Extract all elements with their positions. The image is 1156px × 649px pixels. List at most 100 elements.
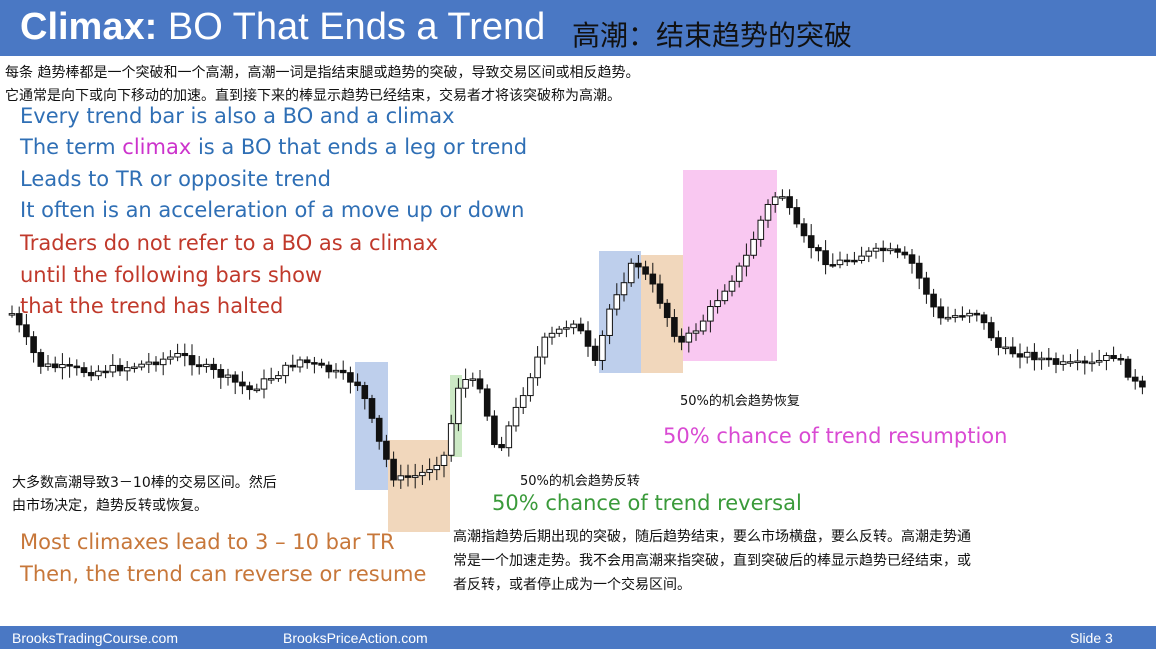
candle-body [440,454,448,466]
candle-body [843,259,851,263]
highlight-orange-2 [641,255,683,373]
candle-body [289,364,297,368]
candle-body [591,345,599,361]
candle-body [109,364,117,373]
tr-en-line-2: Then, the trend can reverse or resume [20,562,427,586]
reversal-cn: 50%的机会趋势反转 [520,474,640,489]
bullet-2-pre: The term [20,135,123,159]
footer-mid-link[interactable]: BrooksPriceAction.com [283,630,428,646]
candle-body [267,378,275,381]
candle-body [66,364,73,367]
candle-body [23,324,30,338]
candle-body [1038,357,1045,361]
candle-body [339,369,347,374]
tr-en-line-1: Most climaxes lead to 3 – 10 bar TR [20,530,395,554]
candle-body [1081,360,1089,364]
candle-body [649,273,657,285]
candle-body [1088,361,1096,365]
candle-body [692,330,700,334]
candle-body [138,363,145,368]
candle-body [1124,358,1132,378]
candle-body [987,322,995,339]
bullet-2-post: is a BO that ends a leg or trend [191,135,528,159]
candle-body [1031,351,1038,361]
candle-body [37,352,45,367]
candle-body [87,372,95,377]
candle-body [584,330,592,347]
candle-body [714,300,721,308]
candle-body [807,235,815,249]
candle-body [73,365,81,369]
candle-body [915,262,923,279]
candle-body [433,464,441,471]
slide-number: Slide 3 [1070,630,1113,646]
candle-body [1074,360,1081,364]
candle-body [570,323,577,329]
candle-body [663,302,671,319]
candle-body [1045,357,1053,361]
candle-body [656,283,664,304]
candle-body [102,370,109,374]
candle-body [8,313,16,316]
candle-body [577,323,585,332]
candle-body [181,352,189,357]
candle-body [620,282,628,296]
candle-body [937,306,945,319]
candle-body [1110,355,1117,360]
bullet-5: Traders do not refer to a BO as a climax [20,231,438,255]
candle-body [397,475,405,481]
candle-body [1131,376,1139,382]
bullet-1: Every trend bar is also a BO and a clima… [20,104,455,128]
candle-body [944,316,952,320]
candle-body [829,264,837,267]
candle-body [404,475,412,478]
candle-body [318,362,325,366]
candle-body [282,364,289,377]
candle-body [116,364,124,372]
candle-body [541,336,549,358]
candle-body [159,358,167,366]
candle-body [707,306,714,322]
candle-body [836,259,844,266]
candle-body [224,374,232,378]
candle-body [1067,361,1074,364]
candle-body [131,366,138,370]
candle-body [167,356,174,360]
candle-body [678,335,685,343]
candle-body [923,277,930,295]
candle-body [555,328,563,334]
candle-body [95,370,102,377]
candle-body [822,250,829,266]
candle-body [203,363,210,368]
footer-left-link[interactable]: BrooksTradingCourse.com [12,630,178,646]
candle-body [951,315,959,318]
resumption-cn: 50%的机会趋势恢复 [680,394,800,409]
candle-body [865,250,873,257]
candle-body [534,356,541,379]
candle-body [469,378,477,381]
candle-body [253,388,261,392]
candle-body [195,364,203,368]
candle-body [1103,355,1110,361]
bullet-3: Leads to TR or opposite trend [20,167,332,191]
tr-cn-line-1: 大多数高潮导致3－10棒的交易区间。然后 [12,475,277,491]
title-bold: Climax: [20,6,158,48]
candle-body [699,320,707,332]
candle-body [959,315,966,318]
candle-body [851,259,858,263]
candle-body [426,469,433,473]
candle-body [462,379,469,389]
candle-body [1016,353,1024,358]
candle-body [15,313,23,326]
candle-body [887,248,894,252]
candle-body [973,312,981,316]
candle-body [930,293,937,308]
highlight-pink-1 [683,170,777,361]
candle-body [908,254,916,264]
candle-body [174,352,181,358]
candle-body [779,196,786,199]
candle-body [1059,361,1067,365]
candle-body [145,361,153,365]
candle-body [735,265,743,282]
candle-body [354,381,361,387]
